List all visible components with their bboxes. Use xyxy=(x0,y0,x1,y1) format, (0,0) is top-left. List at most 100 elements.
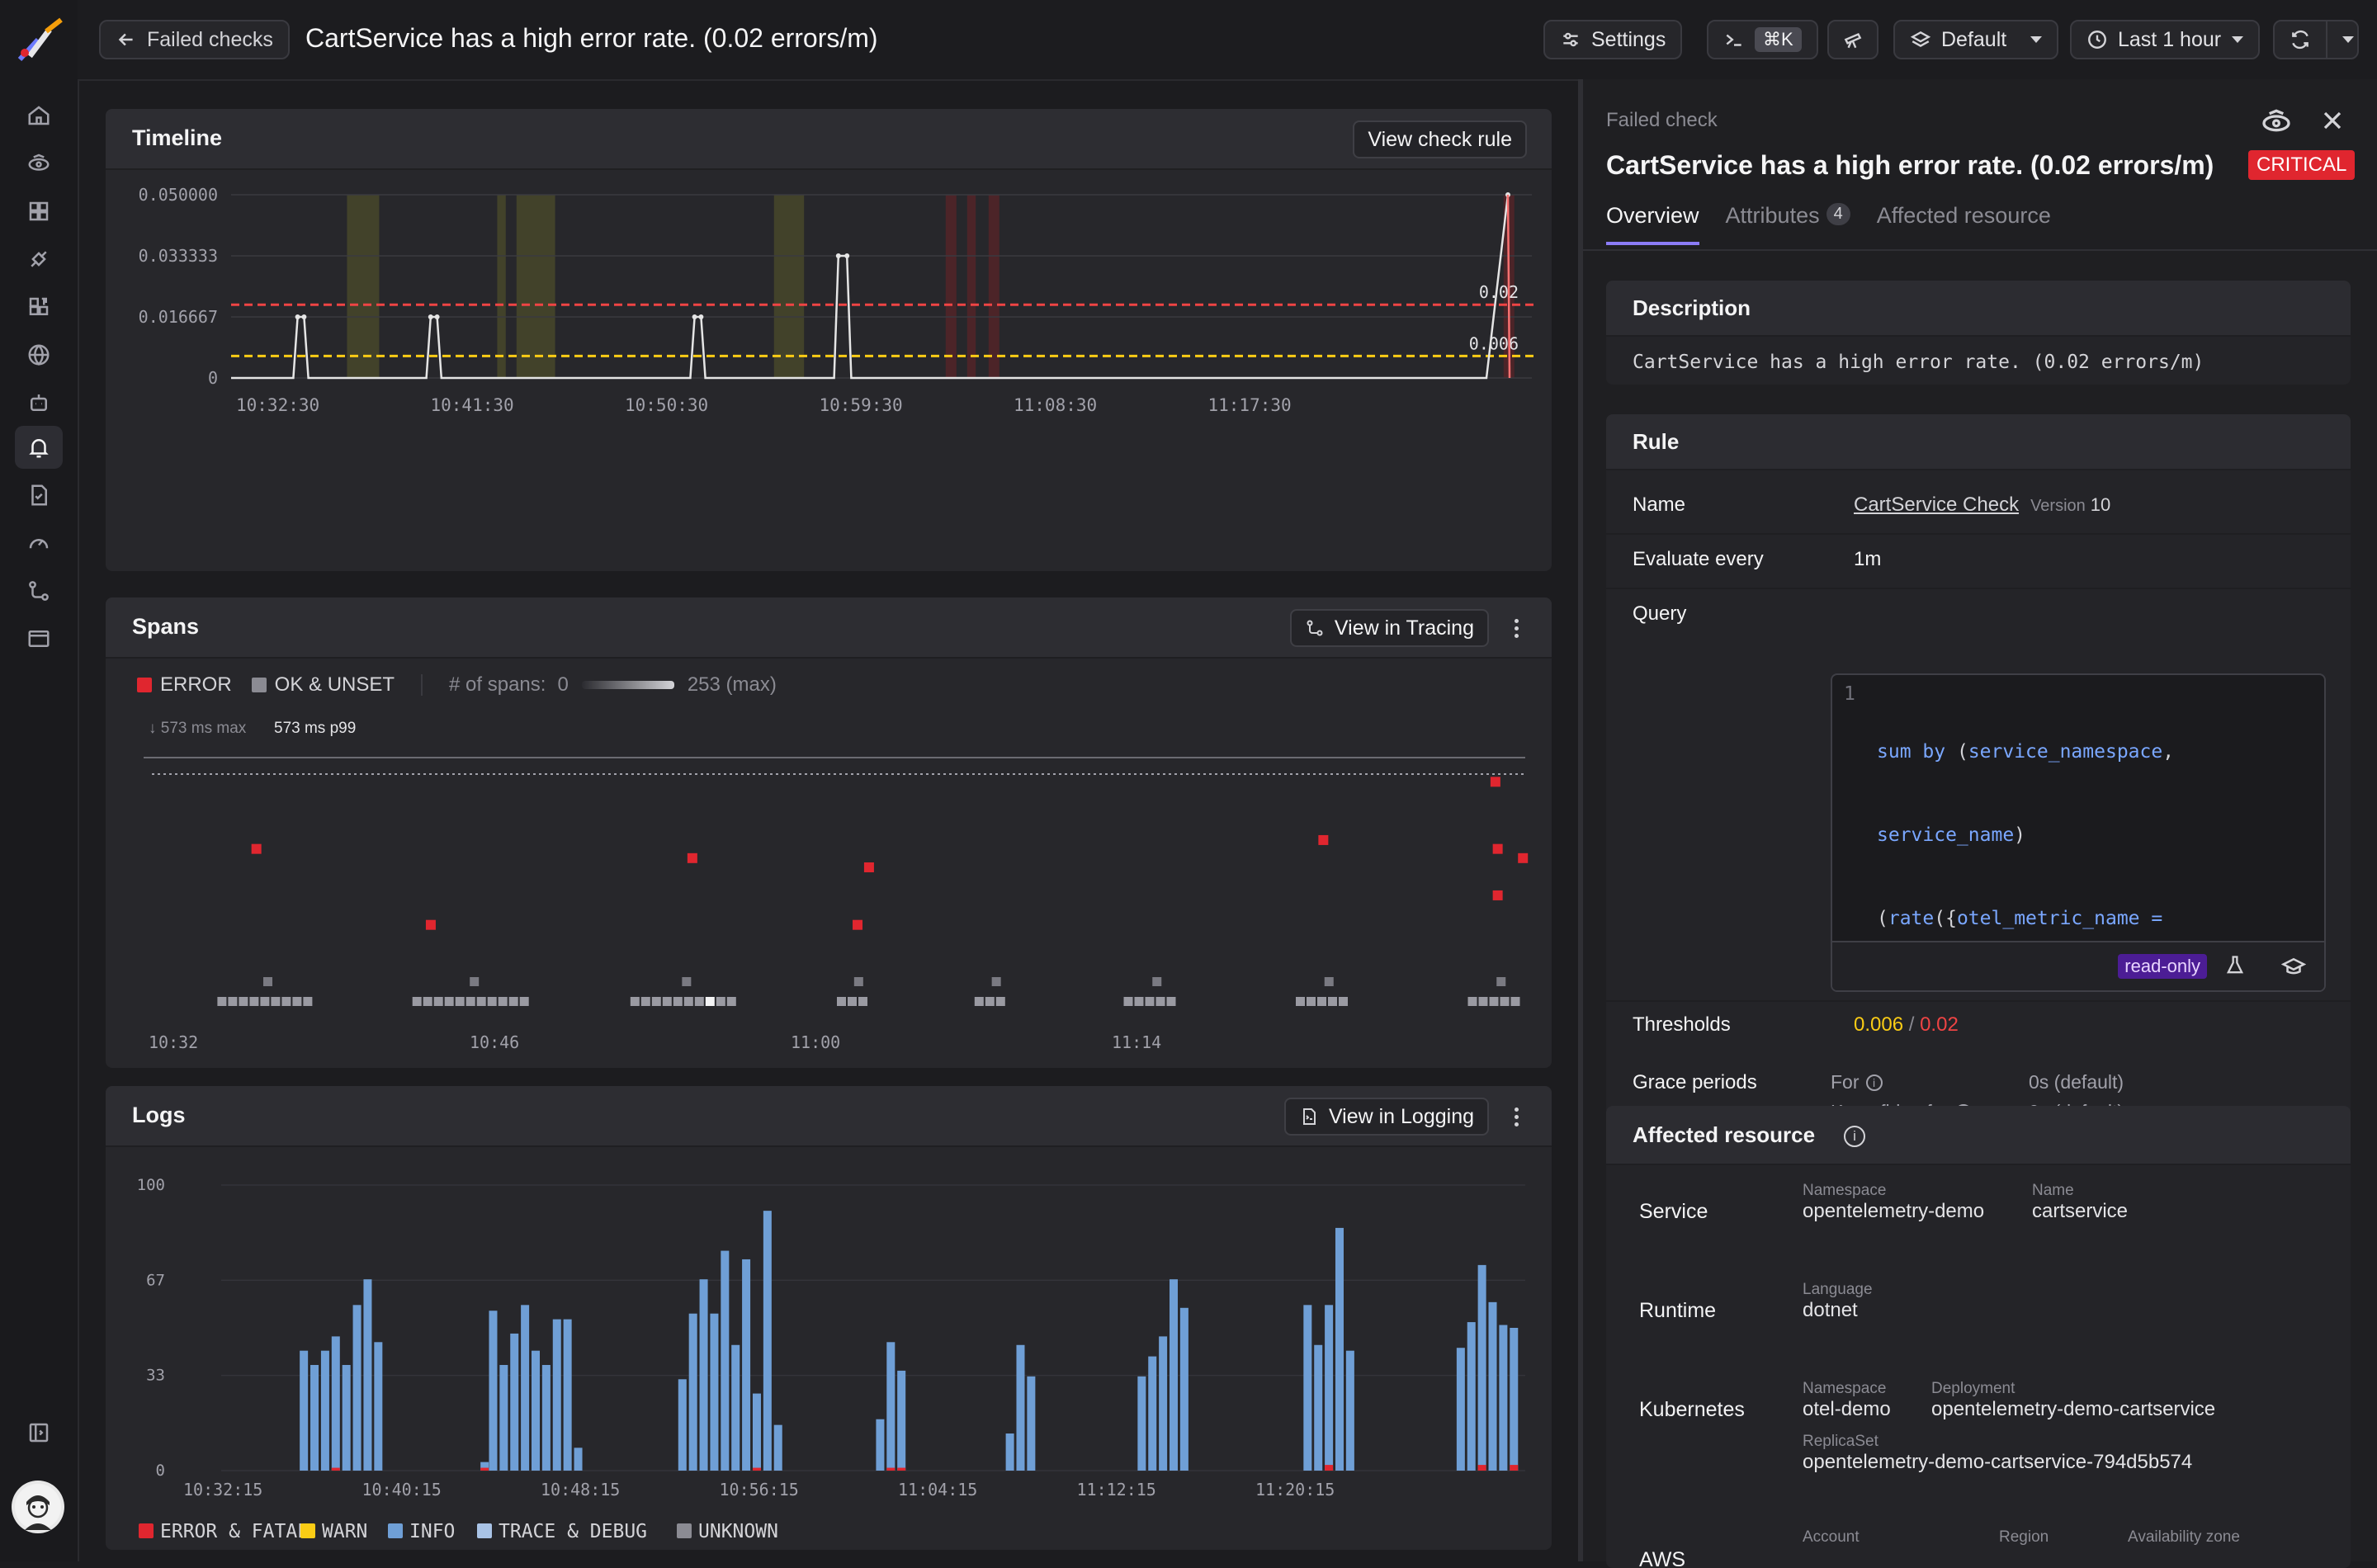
arrow-left-icon xyxy=(118,33,133,46)
info-bar xyxy=(1345,1350,1354,1471)
tab-affected-resource[interactable]: Affected resource xyxy=(1876,203,2051,228)
query-editor[interactable]: 1 sum by (service_namespace, service_nam… xyxy=(1831,673,2326,992)
info-bar xyxy=(1159,1336,1168,1471)
query-label: Query xyxy=(1633,602,1687,625)
user-avatar[interactable] xyxy=(12,1481,64,1533)
critical-band xyxy=(966,195,976,378)
kubernetes-label: Kubernetes xyxy=(1639,1398,1745,1421)
info-bar xyxy=(699,1279,708,1471)
info-bar xyxy=(374,1342,383,1471)
info-bar xyxy=(320,1350,329,1471)
ok-span-point xyxy=(1324,977,1334,986)
home-icon[interactable] xyxy=(22,99,55,132)
timeline-panel: Timeline View check rule 0.050000 0.03333… xyxy=(106,109,1552,571)
observe-icon[interactable] xyxy=(22,147,55,180)
info-icon[interactable]: i xyxy=(1844,1126,1865,1147)
tracing-route-icon[interactable] xyxy=(22,574,55,607)
rule-title: Rule xyxy=(1633,429,1680,454)
legend-swatch xyxy=(388,1523,403,1538)
info-bar xyxy=(886,1342,896,1471)
x-tick-label: 11:00 xyxy=(791,1032,840,1052)
ok-span-point xyxy=(498,997,508,1006)
view-check-rule-button[interactable]: View check rule xyxy=(1353,120,1527,158)
app-logo[interactable] xyxy=(13,15,64,66)
robot-icon[interactable] xyxy=(22,386,55,419)
time-range-selector[interactable]: Last 1 hour xyxy=(2070,20,2260,59)
settings-button[interactable]: Settings xyxy=(1543,20,1683,59)
spans-more-menu-icon[interactable] xyxy=(1504,616,1529,640)
x-tick-label: 10:32 xyxy=(149,1032,198,1052)
globe-icon[interactable] xyxy=(22,338,55,371)
collapse-sidebar-icon[interactable] xyxy=(22,1416,55,1449)
view-in-tracing-button[interactable]: View in Tracing xyxy=(1289,609,1489,647)
view-in-tracing-label: View in Tracing xyxy=(1334,616,1474,640)
telescope-button[interactable] xyxy=(1827,20,1878,59)
observe-check-icon[interactable] xyxy=(2260,104,2293,137)
refresh-button[interactable] xyxy=(2273,20,2359,59)
checks-file-icon[interactable] xyxy=(22,479,55,512)
flask-icon[interactable] xyxy=(2223,954,2247,977)
x-tick-label: 11:08:30 xyxy=(1014,395,1097,415)
thresholds-label: Thresholds xyxy=(1633,1013,1731,1036)
dataset-selector[interactable]: Default xyxy=(1893,20,2058,59)
ok-span-point xyxy=(683,997,693,1006)
info-icon[interactable]: i xyxy=(1865,1074,1883,1091)
view-in-logging-button[interactable]: View in Logging xyxy=(1283,1098,1489,1136)
ok-span-point xyxy=(249,997,259,1006)
info-bar xyxy=(1027,1376,1036,1471)
for-label-group: For i xyxy=(1831,1071,1883,1093)
logs-title: Logs xyxy=(132,1103,186,1127)
close-icon[interactable] xyxy=(2318,106,2347,135)
tab-attributes-label: Attributes xyxy=(1725,203,1820,228)
rule-card: Rule Name CartService Check Version 10 E… xyxy=(1606,414,2351,1076)
ok-span-point xyxy=(271,997,281,1006)
info-bar xyxy=(1488,1301,1497,1471)
logs-more-menu-icon[interactable] xyxy=(1504,1104,1529,1129)
info-bar xyxy=(563,1319,572,1471)
ok-span-point xyxy=(303,997,313,1006)
description-card: Description CartService has a high error… xyxy=(1606,281,2351,385)
synthetic-gauge-icon[interactable] xyxy=(22,527,55,560)
logs-header: Logs View in Logging xyxy=(106,1086,1552,1147)
evaluate-every-label: Evaluate every xyxy=(1633,548,1764,570)
command-palette-button[interactable]: ⌘K xyxy=(1707,20,1818,59)
tab-overview[interactable]: Overview xyxy=(1606,203,1699,245)
affected-resource-title: Affected resource xyxy=(1633,1122,1816,1147)
panel-resize-handle[interactable] xyxy=(1578,79,1583,1561)
replicaset-value: opentelemetry-demo-cartservice-794d5b574 xyxy=(1803,1451,2193,1473)
grace-periods-label: Grace periods xyxy=(1633,1071,1757,1093)
name-value: cartservice xyxy=(2032,1200,2129,1222)
back-to-failed-checks-button[interactable]: Failed checks xyxy=(99,20,290,59)
spans-legend: ERROR OK & UNSET # of spans: 0 253 (max) xyxy=(137,673,777,697)
info-bar xyxy=(499,1364,508,1471)
account-key: Account xyxy=(1803,1528,1860,1546)
tab-attributes[interactable]: Attributes 4 xyxy=(1726,203,1850,245)
logging-window-icon[interactable] xyxy=(22,622,55,655)
rule-name-label: Name xyxy=(1633,494,1686,516)
info-bar xyxy=(532,1350,541,1471)
ok-span-point xyxy=(974,997,984,1006)
alerts-bell-icon[interactable] xyxy=(15,426,63,469)
affected-resource-card: Affected resource i Service Namespace op… xyxy=(1606,1106,2351,1568)
back-button-label: Failed checks xyxy=(147,27,273,51)
ok-span-point xyxy=(433,997,443,1006)
dashboards-icon[interactable] xyxy=(22,195,55,228)
error-swatch xyxy=(137,678,152,692)
threshold-warn-value: 0.006 xyxy=(1854,1013,1904,1036)
info-bar xyxy=(1179,1307,1188,1471)
error-span-point xyxy=(853,919,863,930)
ok-span-point xyxy=(1510,997,1520,1006)
integrations-icon[interactable] xyxy=(22,243,55,276)
services-icon[interactable] xyxy=(22,290,55,324)
graduation-cap-icon[interactable] xyxy=(2281,954,2306,979)
info-bar xyxy=(1303,1305,1312,1471)
sliders-icon xyxy=(1563,32,1578,47)
x-tick-label: 10:50:30 xyxy=(625,395,708,415)
ok-span-point xyxy=(476,997,486,1006)
ok-span-point xyxy=(465,997,475,1006)
threshold-crit-value: 0.02 xyxy=(1920,1013,1959,1036)
clock-icon xyxy=(2088,31,2106,49)
info-bar xyxy=(763,1211,772,1471)
ok-span-point xyxy=(1500,997,1510,1006)
rule-name-link[interactable]: CartService Check xyxy=(1854,494,2020,516)
